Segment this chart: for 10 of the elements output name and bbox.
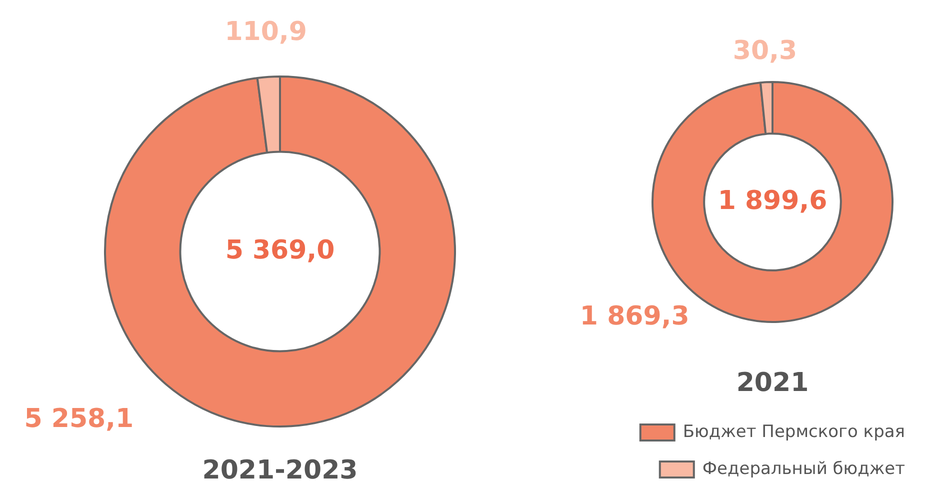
text: 5 369,0 [225,235,335,266]
data-label: 5 258,1 [24,404,134,434]
legend-label: Бюджет Пермского края [682,422,906,442]
text: 1 899,6 [718,186,828,216]
legend-label: Федеральный бюджет [702,458,906,479]
data-label: 30,3 [732,36,798,66]
text: 2021 [736,368,809,398]
text: 2021-2023 [202,455,358,486]
data-label: 110,9 [224,16,307,47]
data-label: 1 869,3 [580,301,690,332]
